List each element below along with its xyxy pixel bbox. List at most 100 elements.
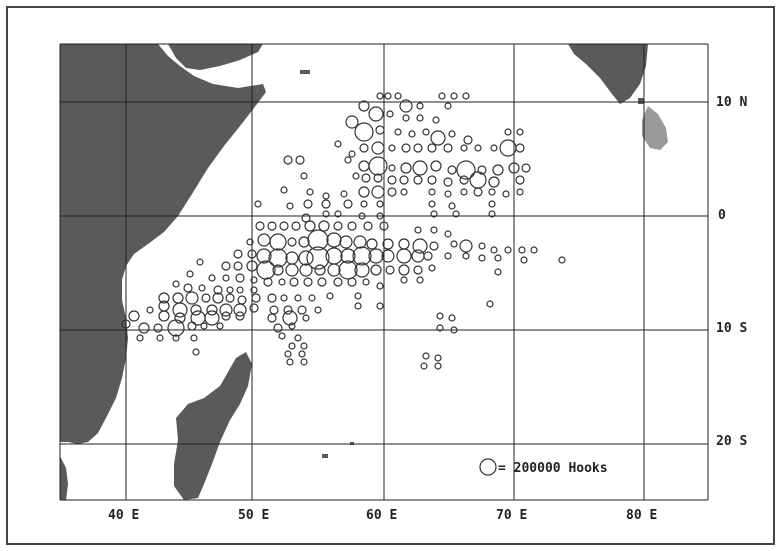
effort-circle <box>222 274 230 282</box>
effort-circle <box>267 221 277 231</box>
effort-circle <box>235 311 245 321</box>
effort-circle <box>494 268 502 276</box>
effort-circle <box>488 200 496 208</box>
effort-circle <box>347 277 357 287</box>
effort-circle <box>456 160 476 180</box>
effort-circle <box>443 143 453 153</box>
effort-circle <box>285 263 299 277</box>
effort-circle <box>508 162 520 174</box>
effort-circle <box>267 293 277 303</box>
effort-circle <box>216 322 224 330</box>
effort-circle <box>254 200 262 208</box>
effort-circle <box>477 165 487 175</box>
effort-circle <box>376 200 384 208</box>
effort-circle <box>318 220 330 232</box>
effort-circle <box>490 246 498 254</box>
effort-circle <box>516 188 524 196</box>
effort-circle <box>486 300 494 308</box>
effort-circle <box>347 221 357 231</box>
effort-circle <box>363 221 373 231</box>
south-africa-landmass <box>60 456 68 500</box>
effort-circle <box>308 294 316 302</box>
effort-circle <box>300 172 308 180</box>
effort-circle <box>201 293 211 303</box>
effort-circle <box>438 92 446 100</box>
effort-circle <box>516 128 524 136</box>
effort-circle <box>212 292 224 304</box>
lat-label: 20 S <box>716 434 747 449</box>
effort-circle <box>416 276 424 284</box>
effort-circle <box>338 260 358 280</box>
effort-circle <box>187 321 197 331</box>
effort-circle <box>518 246 526 254</box>
effort-circle <box>530 246 538 254</box>
map-frame: 40 E 50 E 60 E 70 E 80 E 10 N 0 10 S 20 … <box>6 6 775 545</box>
effort-circle <box>297 305 307 315</box>
effort-circle <box>430 226 438 234</box>
effort-circle <box>219 303 233 317</box>
effort-circle <box>283 155 293 165</box>
effort-circle <box>156 334 164 342</box>
effort-circle <box>462 92 470 100</box>
effort-circle <box>204 310 220 326</box>
effort-circle <box>360 200 368 208</box>
effort-circle <box>249 303 259 313</box>
effort-circle <box>304 220 316 232</box>
effort-circle <box>450 92 458 100</box>
effort-circle <box>427 143 437 153</box>
arabia-landmass <box>168 44 263 70</box>
effort-circle <box>303 277 313 287</box>
effort-circle <box>185 291 199 305</box>
legend-circle <box>479 458 497 476</box>
effort-circle <box>432 116 440 124</box>
effort-circle <box>412 160 428 176</box>
effort-circle <box>286 358 294 366</box>
effort-circle <box>429 241 439 251</box>
effort-circle <box>354 292 362 300</box>
effort-circle <box>158 292 170 304</box>
effort-circle <box>247 249 257 259</box>
effort-circle <box>206 304 218 316</box>
effort-circle <box>434 362 442 370</box>
effort-circle <box>158 310 170 322</box>
effort-circle <box>420 362 428 370</box>
socotra-island <box>300 70 310 74</box>
effort-circle <box>348 150 356 158</box>
effort-circle <box>394 92 402 100</box>
effort-circle <box>317 277 327 287</box>
effort-circle <box>333 221 343 231</box>
effort-circle <box>379 221 389 231</box>
effort-circle <box>462 252 470 260</box>
effort-circle <box>358 100 370 112</box>
effort-circle <box>459 175 469 185</box>
effort-circle <box>521 163 531 173</box>
effort-circle <box>375 125 385 135</box>
effort-circle <box>327 263 341 277</box>
effort-circle <box>306 188 314 196</box>
effort-circle <box>504 246 512 254</box>
effort-circle <box>272 264 284 276</box>
effort-circle <box>225 293 235 303</box>
effort-circle <box>256 248 272 264</box>
effort-circle <box>370 264 382 276</box>
effort-circle <box>314 306 322 314</box>
effort-circle <box>448 314 456 322</box>
effort-circle <box>376 282 384 290</box>
effort-circle <box>502 190 510 198</box>
effort-circle <box>263 277 273 287</box>
effort-circle <box>387 175 397 185</box>
effort-circle <box>282 310 298 326</box>
effort-circle <box>358 212 366 220</box>
lat-label: 0 <box>718 208 726 223</box>
fishing-effort-map: 40 E 50 E 60 E 70 E 80 E 10 N 0 10 S 20 … <box>59 43 747 523</box>
effort-circle <box>294 334 302 342</box>
effort-circle <box>450 326 458 334</box>
effort-circle <box>200 322 208 330</box>
effort-circle <box>300 358 308 366</box>
effort-circle <box>488 176 500 188</box>
effort-circle <box>358 186 370 198</box>
effort-circle <box>376 302 384 310</box>
effort-circle <box>267 313 277 323</box>
effort-circle <box>153 323 163 333</box>
effort-circle <box>306 246 330 270</box>
